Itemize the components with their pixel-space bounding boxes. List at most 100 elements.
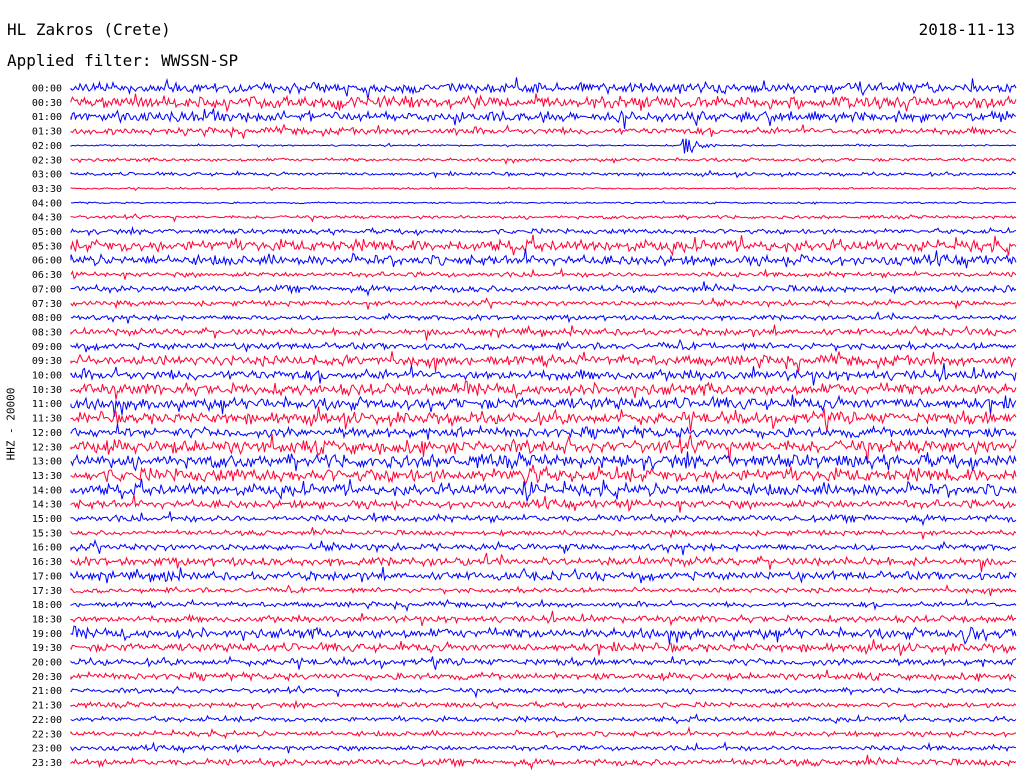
time-tick-label: 13:00	[32, 457, 62, 468]
seismic-trace	[70, 625, 1017, 645]
time-tick-label: 21:30	[32, 701, 62, 712]
time-tick-label: 10:00	[32, 371, 62, 382]
time-tick-label: 15:30	[32, 528, 62, 539]
seismic-trace	[70, 267, 1017, 280]
time-tick-label: 13:30	[32, 471, 62, 482]
seismic-trace	[70, 213, 1017, 223]
seismic-trace	[70, 311, 1017, 324]
time-tick-label: 10:30	[32, 385, 62, 396]
seismic-trace	[70, 324, 1017, 341]
time-tick-label: 03:00	[32, 170, 62, 181]
time-tick-label: 20:00	[32, 658, 62, 669]
seismic-trace	[70, 639, 1017, 656]
filter-label: Applied filter: WWSSN-SP	[7, 51, 239, 70]
station-title: HL Zakros (Crete)	[7, 20, 171, 39]
time-tick-label: 06:00	[32, 256, 62, 267]
seismic-trace	[70, 123, 1017, 139]
seismic-trace	[70, 169, 1017, 179]
seismic-trace	[70, 538, 1017, 556]
seismic-trace	[70, 93, 1017, 113]
seismic-trace	[70, 583, 1017, 597]
seismic-trace	[70, 296, 1017, 310]
time-tick-label: 15:00	[32, 514, 62, 525]
seismic-trace	[70, 200, 1017, 205]
seismic-trace	[70, 511, 1017, 527]
seismic-trace	[70, 225, 1017, 237]
time-tick-label: 06:30	[32, 270, 62, 281]
seismic-trace	[70, 713, 1017, 725]
time-tick-label: 01:30	[32, 127, 62, 138]
seismic-trace	[70, 527, 1017, 540]
time-tick-label: 23:30	[32, 758, 62, 769]
seismic-trace	[70, 281, 1017, 297]
time-tick-label: 14:30	[32, 500, 62, 511]
time-tick-label: 18:00	[32, 600, 62, 611]
time-tick-label: 02:30	[32, 155, 62, 166]
seismic-trace	[70, 699, 1017, 711]
time-tick-label: 19:00	[32, 629, 62, 640]
time-tick-label: 16:30	[32, 557, 62, 568]
seismic-trace	[70, 77, 1017, 100]
seismic-trace	[70, 655, 1017, 670]
time-tick-label: 16:00	[32, 543, 62, 554]
time-tick-label: 14:00	[32, 485, 62, 496]
time-tick-label: 05:00	[32, 227, 62, 238]
seismic-trace	[70, 338, 1017, 353]
seismic-trace	[70, 351, 1017, 373]
time-tick-label: 17:30	[32, 586, 62, 597]
time-tick-label: 00:00	[32, 84, 62, 95]
seismic-trace	[70, 552, 1017, 573]
time-tick-label: 11:30	[32, 414, 62, 425]
time-tick-label: 17:00	[32, 571, 62, 582]
time-tick-label: 11:00	[32, 399, 62, 410]
seismic-trace	[70, 598, 1017, 613]
time-tick-label: 12:30	[32, 442, 62, 453]
time-tick-label: 07:30	[32, 299, 62, 310]
time-tick-label: 20:30	[32, 672, 62, 683]
seismic-trace	[70, 494, 1017, 513]
seismic-trace	[70, 248, 1017, 269]
seismic-trace	[70, 478, 1017, 502]
time-tick-label: 01:00	[32, 112, 62, 123]
time-tick-label: 00:30	[32, 98, 62, 109]
seismic-trace	[70, 406, 1017, 432]
time-tick-label: 12:00	[32, 428, 62, 439]
seismic-trace	[70, 234, 1017, 257]
time-tick-label: 05:30	[32, 241, 62, 252]
time-tick-label: 08:30	[32, 327, 62, 338]
time-tick-label: 04:00	[32, 198, 62, 209]
seismic-trace	[70, 138, 1017, 154]
time-tick-label: 18:30	[32, 614, 62, 625]
time-tick-label: 22:30	[32, 729, 62, 740]
seismic-trace	[70, 685, 1017, 699]
time-tick-label: 03:30	[32, 184, 62, 195]
seismic-trace	[70, 423, 1017, 440]
time-tick-label: 19:30	[32, 643, 62, 654]
time-tick-label: 23:00	[32, 744, 62, 755]
seismic-trace	[70, 451, 1017, 472]
seismic-trace	[70, 566, 1017, 584]
seismic-trace	[70, 362, 1017, 386]
time-tick-label: 07:00	[32, 284, 62, 295]
time-tick-label: 09:30	[32, 356, 62, 367]
seismic-trace	[70, 157, 1016, 165]
time-tick-label: 09:00	[32, 342, 62, 353]
seismic-trace	[70, 610, 1017, 627]
seismic-trace	[70, 669, 1017, 683]
time-tick-label: 02:00	[32, 141, 62, 152]
seismic-trace	[70, 464, 1017, 486]
time-tick-label: 21:00	[32, 686, 62, 697]
seismic-trace	[70, 186, 1017, 192]
seismic-trace	[70, 108, 1017, 129]
time-tick-label: 04:30	[32, 213, 62, 224]
record-date: 2018-11-13	[918, 20, 1015, 39]
seismic-trace	[70, 726, 1017, 740]
seismic-trace	[70, 380, 1017, 400]
seismic-trace	[70, 394, 1017, 417]
seismic-trace	[70, 433, 1017, 463]
time-tick-label: 08:00	[32, 313, 62, 324]
seismic-trace	[70, 754, 1017, 771]
seismic-trace	[70, 740, 1017, 754]
time-tick-label: 22:00	[32, 715, 62, 726]
